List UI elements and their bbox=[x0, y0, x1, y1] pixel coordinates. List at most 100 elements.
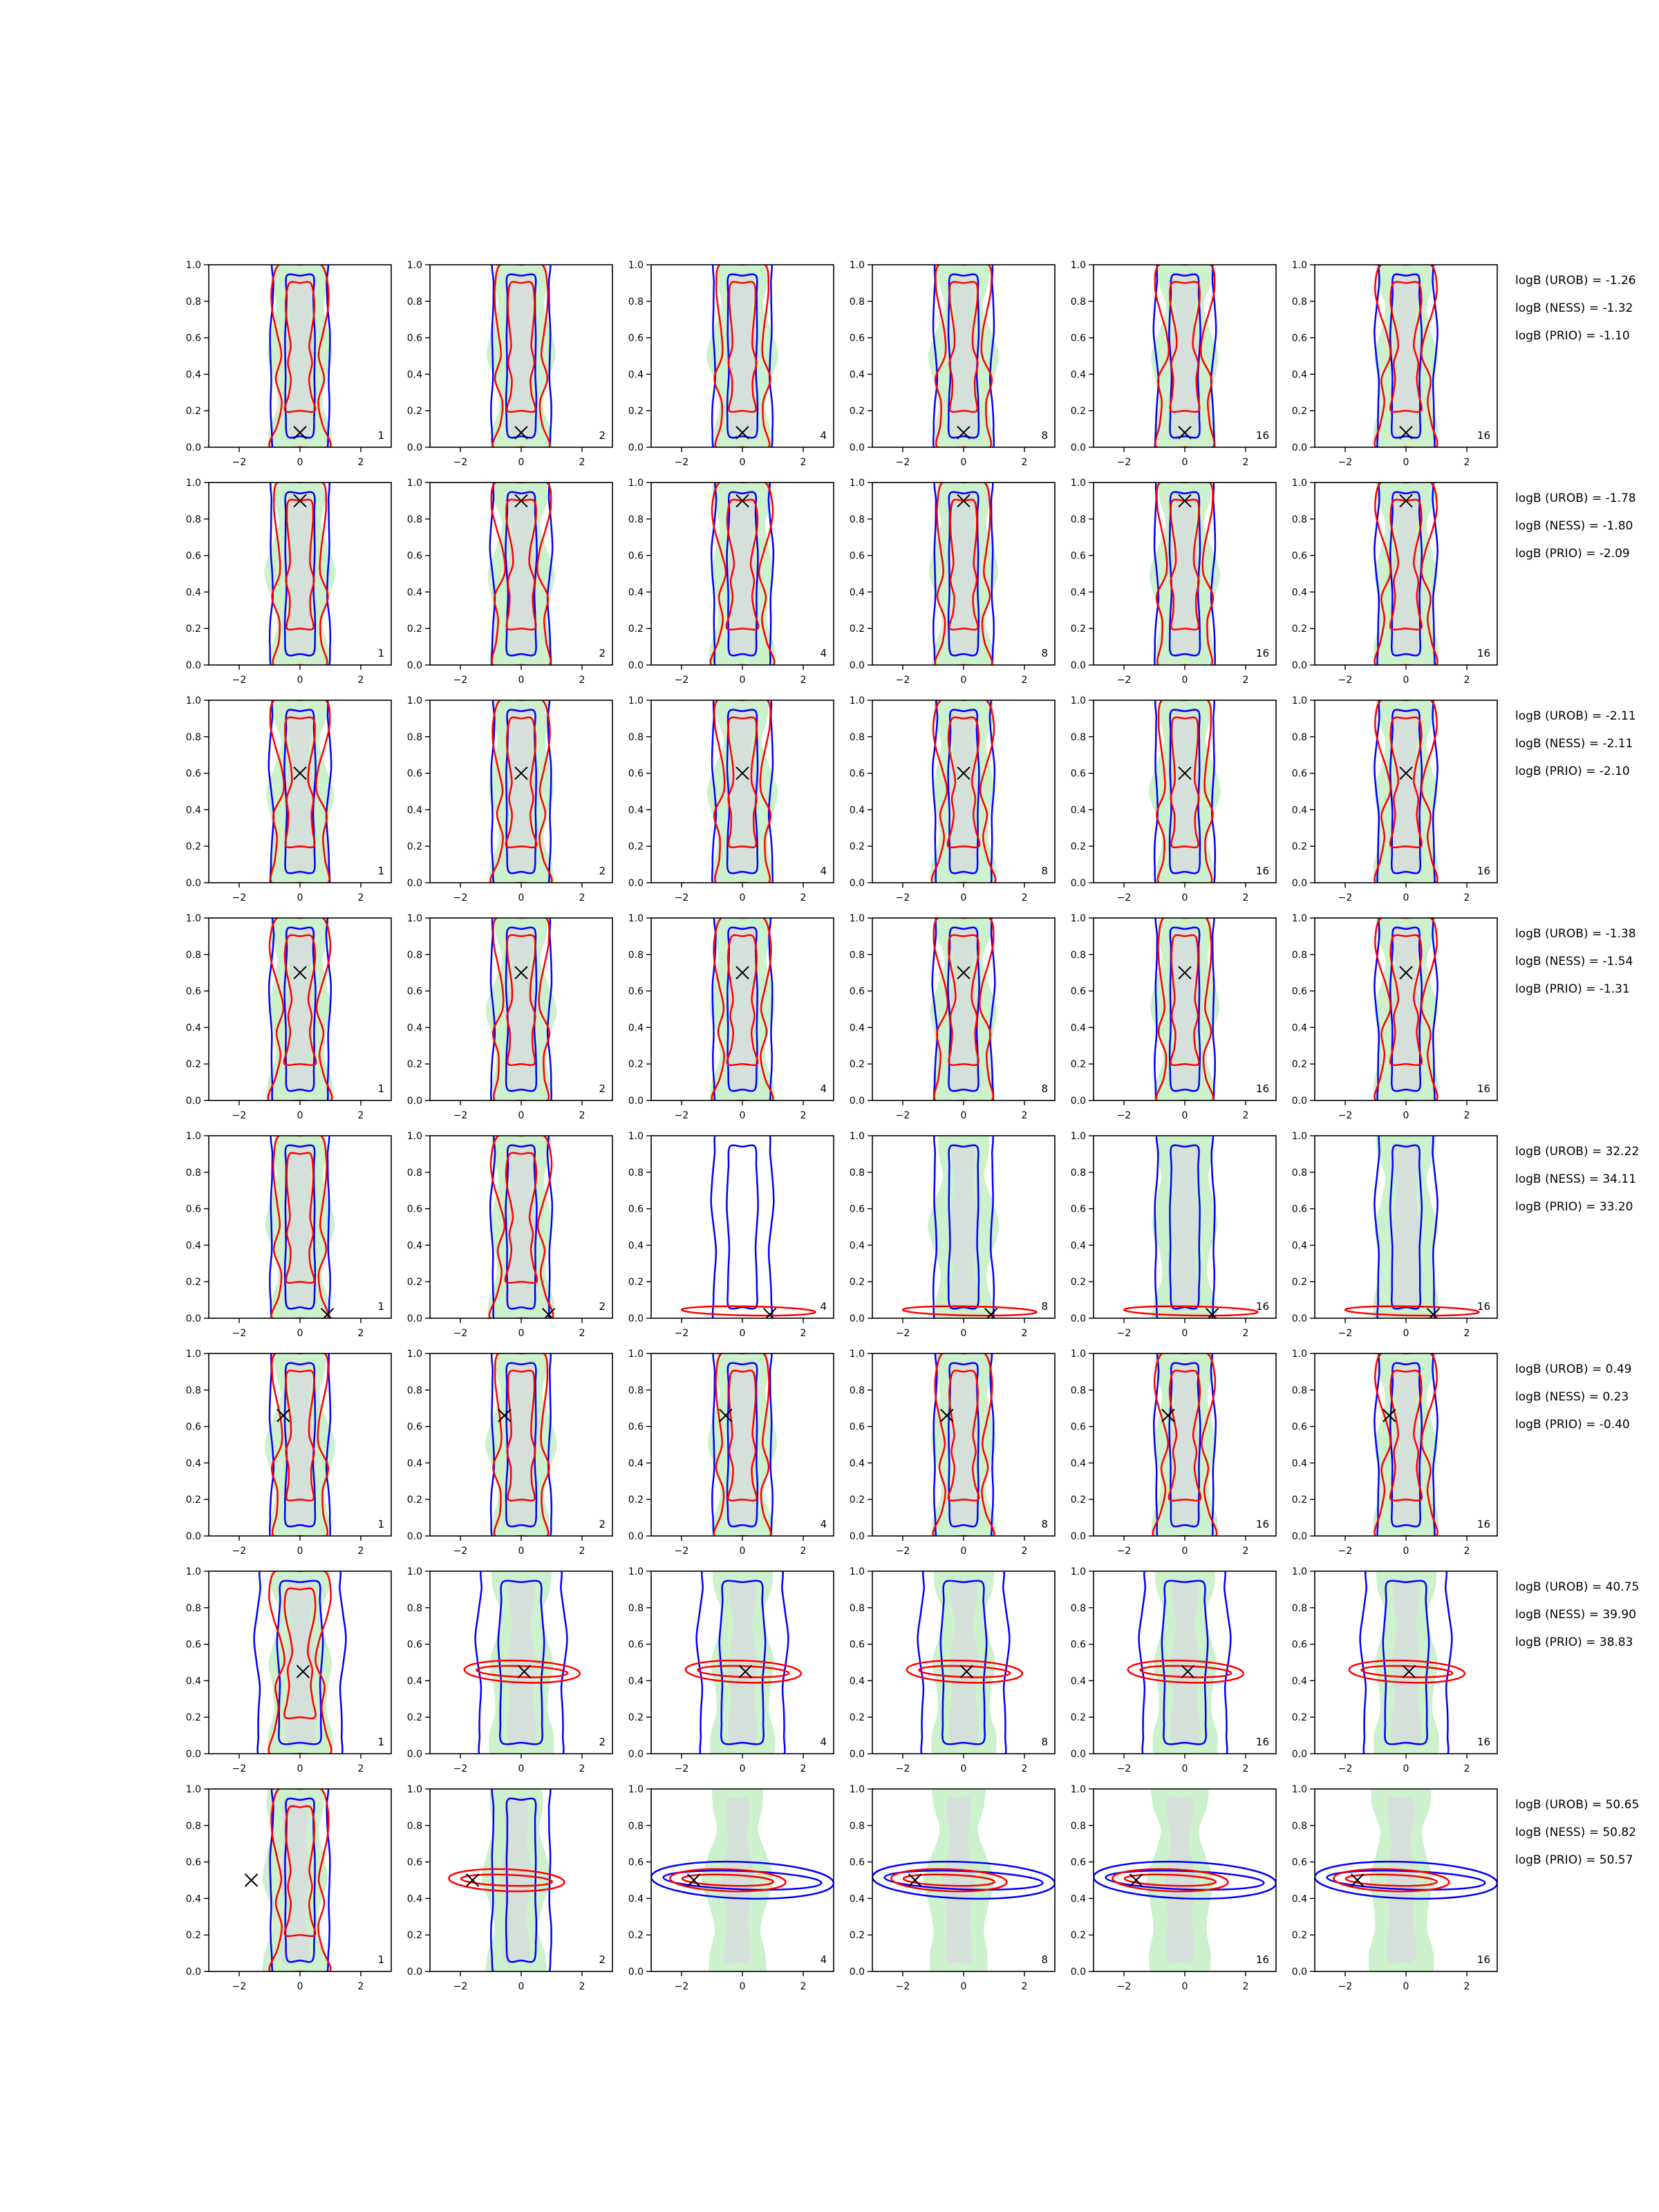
blue-contour-inner bbox=[505, 1144, 538, 1310]
panel-r5-c2: −2 0 2 0.0 0.2 0.4 0.6 0.8 1.0 2 bbox=[407, 1131, 613, 1339]
red-contour-outer bbox=[713, 700, 771, 883]
x-tick-label: 0 bbox=[518, 675, 525, 686]
y-tick-label: 0.8 bbox=[628, 732, 644, 743]
y-tick-label: 0.8 bbox=[628, 1385, 644, 1396]
truth-marker bbox=[957, 426, 971, 440]
grey-density-fill bbox=[949, 1579, 979, 1746]
panel-r7-c3: −2 0 2 0.0 0.2 0.4 0.6 0.8 1.0 4 bbox=[628, 1566, 834, 1774]
y-tick-label: 0.4 bbox=[628, 1022, 644, 1033]
y-tick-label: 0.4 bbox=[1292, 369, 1307, 380]
y-tick-label: 0.2 bbox=[1071, 624, 1086, 635]
x-tick-label: 2 bbox=[800, 675, 807, 686]
y-tick-label: 1.0 bbox=[1292, 1784, 1307, 1795]
truth-marker bbox=[957, 494, 971, 508]
y-tick-label: 0.0 bbox=[850, 1531, 865, 1542]
y-tick-label: 0.4 bbox=[1292, 805, 1307, 816]
x-tick-label: 0 bbox=[1403, 1981, 1409, 1992]
y-tick-label: 0.6 bbox=[628, 1857, 644, 1868]
y-tick-label: 1.0 bbox=[1071, 913, 1086, 924]
y-tick-label: 0.6 bbox=[186, 769, 201, 780]
y-tick-label: 0.6 bbox=[186, 551, 201, 562]
y-tick-label: 0.6 bbox=[186, 333, 201, 344]
blue-contour-outer bbox=[1374, 700, 1438, 883]
x-tick-label: 0 bbox=[961, 1328, 967, 1339]
panel-r4-c6: −2 0 2 0.0 0.2 0.4 0.6 0.8 1.0 16 bbox=[1292, 913, 1498, 1121]
panel-r2-c5: −2 0 2 0.0 0.2 0.4 0.6 0.8 1.0 16 bbox=[1071, 478, 1277, 686]
y-tick-label: 0.6 bbox=[850, 1640, 865, 1651]
y-tick-label: 0.0 bbox=[186, 1967, 201, 1978]
truth-marker bbox=[517, 1665, 532, 1678]
y-tick-label: 0.0 bbox=[1071, 442, 1086, 453]
grey-density-fill bbox=[726, 272, 759, 440]
y-tick-label: 0.4 bbox=[186, 587, 201, 598]
y-tick-label: 0.4 bbox=[1292, 1240, 1307, 1251]
y-tick-label: 0.0 bbox=[850, 878, 865, 889]
x-tick-label: 0 bbox=[740, 1546, 746, 1557]
plot-area bbox=[1373, 265, 1439, 447]
grey-density-fill bbox=[500, 1797, 532, 1964]
x-tick-label: −2 bbox=[675, 1981, 689, 1992]
x-tick-label: 2 bbox=[579, 457, 585, 468]
truth-marker bbox=[293, 966, 307, 980]
y-tick-label: 0.8 bbox=[1071, 732, 1086, 743]
y-tick-label: 0.4 bbox=[186, 1893, 201, 1904]
plot-area bbox=[267, 265, 333, 447]
plot-area bbox=[928, 265, 1000, 447]
x-tick-label: 2 bbox=[1243, 457, 1249, 468]
y-tick-label: 0.8 bbox=[628, 950, 644, 961]
y-tick-label: 1.0 bbox=[850, 1784, 865, 1795]
panel-number: 2 bbox=[599, 647, 606, 659]
y-tick-label: 0.8 bbox=[1292, 732, 1307, 743]
panel-r7-c6: −2 0 2 0.0 0.2 0.4 0.6 0.8 1.0 16 bbox=[1292, 1566, 1498, 1774]
blue-contour-inner bbox=[883, 1869, 1044, 1891]
y-tick-label: 1.0 bbox=[407, 260, 422, 271]
plot-area bbox=[929, 482, 998, 665]
x-tick-label: −2 bbox=[453, 457, 468, 468]
blue-contour-outer bbox=[1374, 482, 1438, 665]
red-contour-outer bbox=[268, 265, 332, 447]
y-tick-label: 1.0 bbox=[1292, 1131, 1307, 1142]
red-contour-outer bbox=[711, 918, 774, 1100]
y-tick-label: 0.2 bbox=[1292, 624, 1307, 635]
blue-contour-inner bbox=[283, 926, 317, 1092]
truth-marker bbox=[1181, 1665, 1195, 1678]
y-tick-label: 0.6 bbox=[628, 1422, 644, 1433]
x-tick-label: 0 bbox=[1403, 457, 1409, 468]
y-tick-label: 0.6 bbox=[186, 1640, 201, 1651]
x-tick-label: −2 bbox=[232, 675, 247, 686]
red-contour-outer bbox=[669, 1868, 787, 1893]
blue-contour-inner bbox=[1168, 273, 1201, 439]
y-tick-label: 0.4 bbox=[850, 1458, 865, 1469]
x-tick-label: 0 bbox=[1182, 892, 1188, 903]
x-tick-label: 0 bbox=[518, 1981, 525, 1992]
grey-density-fill bbox=[947, 272, 980, 440]
y-tick-label: 0.0 bbox=[850, 1749, 865, 1760]
x-tick-label: 2 bbox=[1464, 1546, 1470, 1557]
y-tick-label: 0.8 bbox=[1292, 1603, 1307, 1614]
red-contour-inner bbox=[1389, 1369, 1423, 1502]
grey-density-fill bbox=[1170, 1361, 1200, 1528]
logb-annotation-r4: logB (NESS) = -1.54 bbox=[1515, 955, 1633, 968]
blue-contour-outer bbox=[269, 1136, 331, 1318]
grey-density-fill bbox=[728, 1579, 758, 1746]
panel-number: 4 bbox=[820, 647, 827, 659]
x-tick-label: 0 bbox=[518, 1110, 525, 1121]
y-tick-label: 1.0 bbox=[1292, 1349, 1307, 1360]
y-tick-label: 0.8 bbox=[407, 1168, 422, 1179]
x-tick-label: 0 bbox=[740, 675, 746, 686]
blue-contour-outer bbox=[474, 1571, 568, 1754]
panel-r5-c3: −2 0 2 0.0 0.2 0.4 0.6 0.8 1.0 4 bbox=[628, 1131, 834, 1339]
y-tick-label: 1.0 bbox=[1071, 260, 1086, 271]
red-contour-inner bbox=[1344, 1873, 1438, 1887]
blue-contour-outer bbox=[268, 700, 332, 883]
y-tick-label: 0.0 bbox=[186, 1096, 201, 1107]
y-tick-label: 0.2 bbox=[850, 1494, 865, 1506]
plot-area bbox=[906, 1571, 1024, 1754]
x-tick-label: −2 bbox=[1338, 457, 1353, 468]
truth-marker bbox=[1178, 494, 1192, 508]
x-tick-label: −2 bbox=[1338, 1328, 1353, 1339]
blue-contour-inner bbox=[1168, 491, 1201, 657]
x-tick-label: 0 bbox=[297, 892, 303, 903]
red-contour-outer bbox=[488, 1136, 554, 1318]
